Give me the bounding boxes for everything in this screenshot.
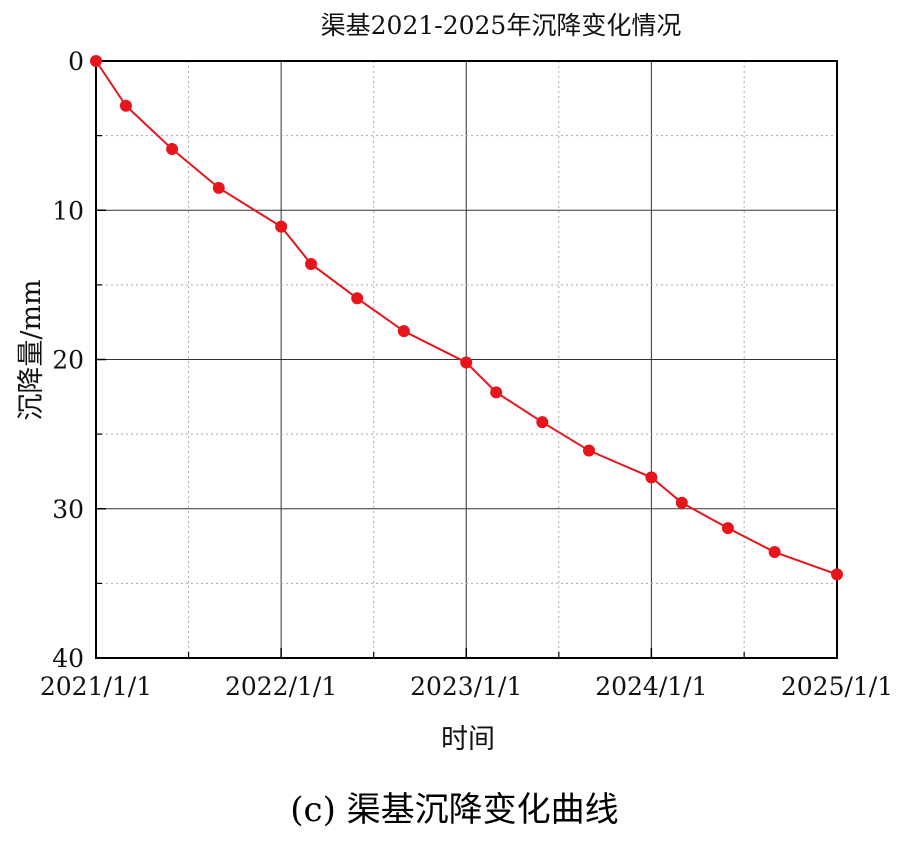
chart-title: 渠基2021-2025年沉降变化情况 [321, 11, 682, 40]
data-point [397, 325, 410, 338]
data-point [768, 546, 781, 559]
data-point [582, 444, 595, 457]
axis-ticks [95, 60, 838, 659]
data-point [490, 386, 503, 399]
data-point [721, 522, 734, 535]
x-tick-label: 2021/1/1 [40, 672, 152, 701]
data-point [351, 292, 364, 305]
y-tick-label: 30 [52, 495, 84, 524]
y-axis-label: 沉降量/mm [16, 279, 47, 420]
x-tick-label: 2025/1/1 [781, 672, 893, 701]
data-point [460, 356, 473, 369]
data-point [166, 143, 179, 156]
y-tick-label: 40 [52, 644, 84, 673]
x-tick-label: 2023/1/1 [410, 672, 522, 701]
y-tick-label: 10 [52, 196, 84, 225]
chart-svg: 渠基2021-2025年沉降变化情况 2021/1/1 2022/1/1 2023/… [16, 11, 893, 755]
series-line [90, 55, 843, 581]
data-point [119, 99, 132, 112]
data-point [675, 496, 688, 509]
data-point [90, 55, 102, 67]
x-tick-label: 2022/1/1 [225, 672, 337, 701]
data-point [212, 181, 225, 194]
y-tick-label: 20 [52, 346, 84, 375]
x-tick-label: 2024/1/1 [595, 672, 707, 701]
y-tick-label: 0 [68, 47, 84, 76]
data-point [645, 471, 658, 484]
figure-caption: (c) 渠基沉降变化曲线 [290, 790, 619, 830]
data-point [275, 220, 288, 233]
tick-labels: 2021/1/1 2022/1/1 2023/1/1 2024/1/1 2025/1/1… [40, 47, 893, 701]
data-point [536, 416, 549, 429]
x-axis-label: 时间 [441, 724, 495, 755]
data-point [831, 568, 843, 581]
data-point [305, 257, 318, 270]
